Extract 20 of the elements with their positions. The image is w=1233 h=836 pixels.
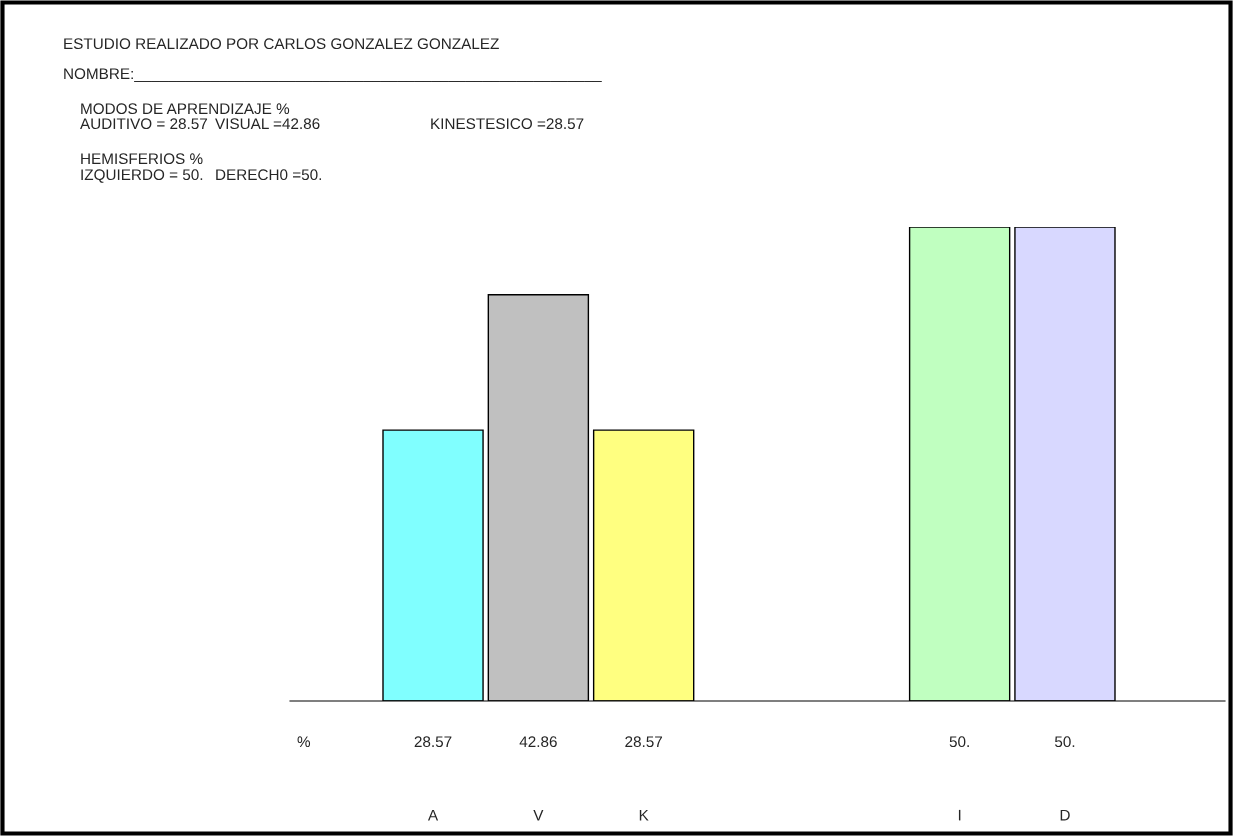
- data-label: 28.57: [414, 736, 452, 748]
- text: MODOS DE APRENDIZAJE %: [81, 103, 290, 115]
- chart-subtitle: NOMBRE:_______________________________________________________: [64, 68, 602, 82]
- text: AUDITIVO = 28.57: [80, 118, 208, 130]
- x-tick-label: I: [958, 809, 961, 821]
- x-tick-label: K: [639, 809, 649, 821]
- text: KINESTESICO =28.57: [431, 118, 584, 130]
- text: DERECH0 =50.: [216, 169, 322, 181]
- text: %: [297, 736, 311, 748]
- x-tick-label: V: [533, 809, 544, 821]
- x-tick-label: D: [1060, 809, 1070, 821]
- chart-title: ESTUDIO REALIZADO POR CARLOS GONZALEZ GONZALEZ: [64, 38, 499, 50]
- data-label: 50.: [1054, 736, 1075, 748]
- data-label: 28.57: [625, 736, 663, 748]
- text: HEMISFERIOS %: [81, 153, 203, 165]
- data-label: 42.86: [519, 736, 557, 748]
- x-tick-label: A: [427, 809, 439, 821]
- text: VISUAL =42.86: [215, 118, 320, 130]
- text: IZQUIERDO = 50.: [81, 169, 203, 183]
- data-label: 50.: [949, 736, 969, 748]
